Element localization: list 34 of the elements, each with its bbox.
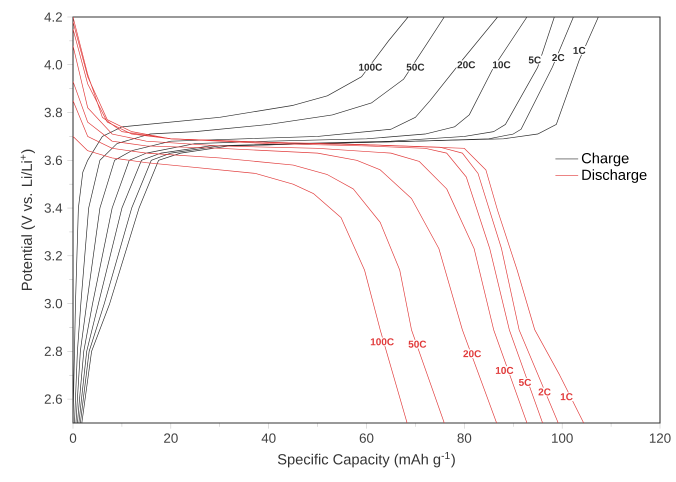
x-tick-label: 0 bbox=[70, 433, 76, 443]
y-tick-label: 4.2 bbox=[44, 12, 62, 22]
annotation: 10C bbox=[496, 366, 514, 374]
annotation: 50C bbox=[408, 340, 426, 348]
annotation: 5C bbox=[518, 378, 532, 386]
annotation: 100C bbox=[359, 64, 382, 71]
y-tick-label: 3.8 bbox=[44, 108, 62, 118]
y-tick-label: 3.6 bbox=[44, 156, 62, 166]
annotation: 50C bbox=[406, 64, 424, 71]
y-tick-label: 3.4 bbox=[44, 203, 62, 213]
annotation: 5C bbox=[528, 56, 541, 64]
y-tick-label: 2.8 bbox=[44, 346, 62, 356]
x-tick-label: 100 bbox=[552, 433, 573, 443]
y-tick-label: 2.6 bbox=[44, 394, 62, 404]
x-tick-label: 40 bbox=[262, 433, 276, 443]
legend-label: Discharge bbox=[582, 169, 647, 183]
annotation: 10C bbox=[492, 61, 510, 68]
x-tick-label: 60 bbox=[360, 433, 374, 443]
legend-label: Charge bbox=[582, 152, 629, 166]
annotation: 1C bbox=[560, 393, 573, 400]
annotation: 2C bbox=[552, 54, 564, 62]
y-tick-label: 4.0 bbox=[44, 60, 62, 70]
annotation: 20C bbox=[457, 61, 476, 68]
y-tick-label: 3.2 bbox=[44, 251, 62, 261]
annotation: 20C bbox=[463, 350, 482, 358]
annotation: 1C bbox=[574, 46, 586, 54]
annotation: 2C bbox=[538, 388, 551, 396]
y-axis-title: Potential (V vs. Li/Li$^{+}$) bbox=[20, 150, 35, 290]
x-tick-label: 80 bbox=[458, 433, 472, 443]
y-tick-label: 3.0 bbox=[44, 298, 62, 308]
annotation: 100C bbox=[370, 338, 394, 346]
x-tick-label: 120 bbox=[650, 433, 671, 443]
x-tick-label: 20 bbox=[164, 433, 178, 443]
x-axis-title: Specific Capacity (mAh g$^{-1}$) bbox=[278, 452, 455, 468]
